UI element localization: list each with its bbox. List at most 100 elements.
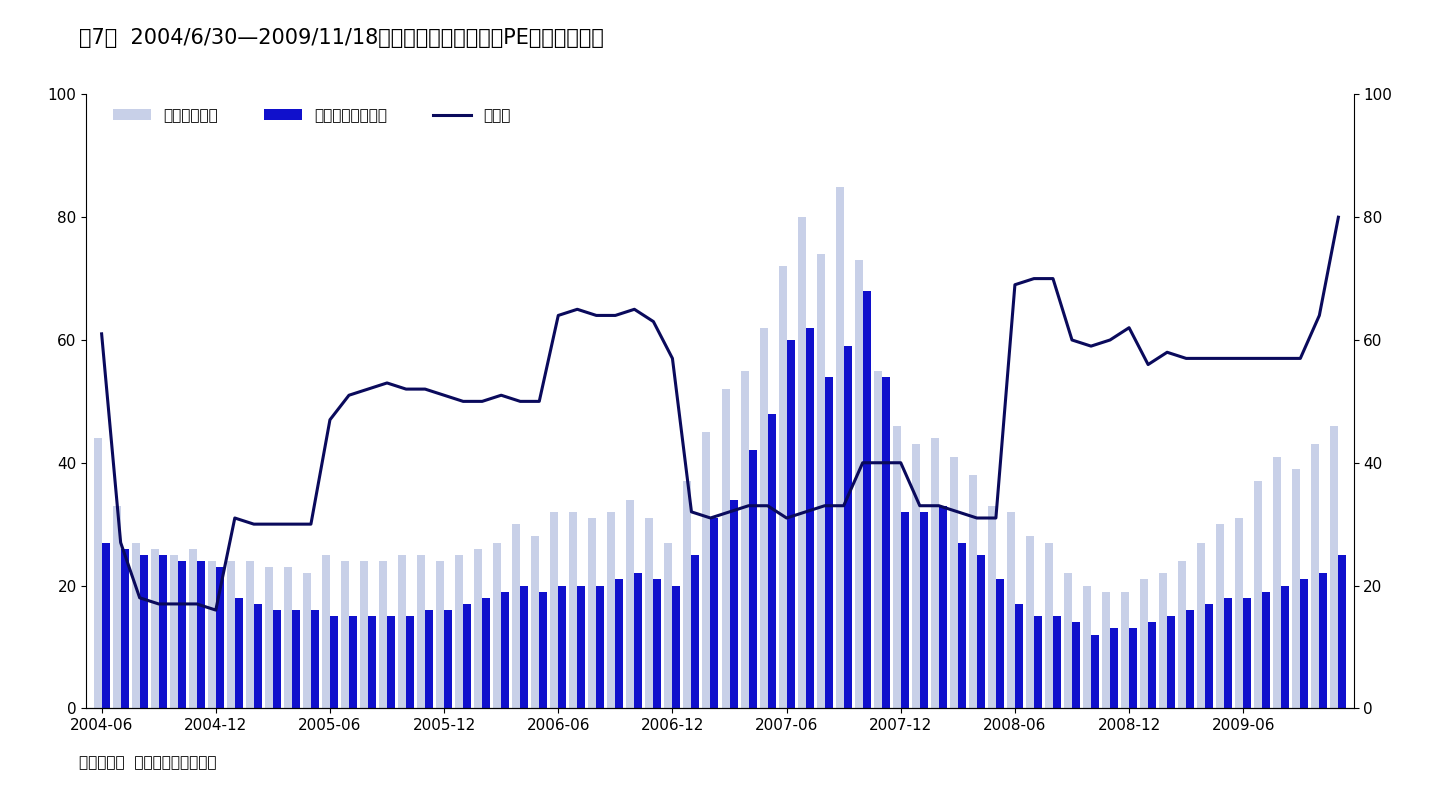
Legend: 中小板综成份, 上证综合指数成份, 溢价率: 中小板综成份, 上证综合指数成份, 溢价率 <box>107 102 517 129</box>
Bar <box>1053 616 1061 708</box>
Bar <box>216 567 223 708</box>
Bar <box>596 586 605 708</box>
Bar <box>930 438 939 708</box>
Bar <box>102 542 109 708</box>
Bar <box>112 506 121 708</box>
Bar <box>786 340 795 708</box>
Bar <box>189 549 197 708</box>
Bar <box>615 579 624 708</box>
Bar <box>348 616 357 708</box>
Bar <box>1007 512 1015 708</box>
Bar <box>464 604 471 708</box>
Bar <box>1263 592 1270 708</box>
Bar <box>1092 634 1099 708</box>
Bar <box>1122 592 1129 708</box>
Bar <box>131 542 140 708</box>
Bar <box>976 555 985 708</box>
Bar <box>855 260 863 708</box>
Bar <box>835 187 844 708</box>
Bar <box>1300 579 1309 708</box>
Bar <box>798 217 805 708</box>
Bar <box>844 346 851 708</box>
Bar <box>608 512 615 708</box>
Bar <box>1338 555 1346 708</box>
Bar <box>645 518 654 708</box>
Bar <box>492 542 501 708</box>
Bar <box>881 377 890 708</box>
Bar <box>672 586 681 708</box>
Bar <box>1331 426 1338 708</box>
Bar <box>664 542 672 708</box>
Bar <box>893 426 901 708</box>
Bar <box>920 512 927 708</box>
溢价率 <box>1083 342 1100 351</box>
溢价率 <box>207 605 225 615</box>
溢价率 <box>1254 353 1272 363</box>
Text: 资料来源：  国信证券经济研究所: 资料来源： 国信证券经济研究所 <box>79 755 216 770</box>
Bar <box>1064 573 1071 708</box>
溢价率 <box>94 329 111 338</box>
Bar <box>1292 469 1300 708</box>
Bar <box>302 573 311 708</box>
Bar <box>474 549 482 708</box>
Bar <box>397 555 406 708</box>
Bar <box>158 555 167 708</box>
Bar <box>863 291 871 708</box>
Bar <box>1140 579 1148 708</box>
Bar <box>482 598 490 708</box>
Bar <box>950 456 958 708</box>
Bar <box>710 518 719 708</box>
Bar <box>901 512 909 708</box>
Bar <box>759 327 768 708</box>
Bar <box>684 481 691 708</box>
Bar <box>418 555 425 708</box>
Bar <box>740 371 749 708</box>
Bar <box>779 266 786 708</box>
Bar <box>1178 561 1187 708</box>
Bar <box>559 586 566 708</box>
Bar <box>455 555 464 708</box>
Bar <box>284 567 292 708</box>
Bar <box>988 506 996 708</box>
Bar <box>816 254 825 708</box>
Bar <box>513 524 520 708</box>
Bar <box>531 537 539 708</box>
Bar <box>1071 623 1080 708</box>
Bar <box>1273 456 1282 708</box>
Bar <box>323 555 330 708</box>
Bar <box>170 555 177 708</box>
Bar <box>360 561 369 708</box>
Bar <box>1282 586 1289 708</box>
Bar <box>121 549 128 708</box>
Bar <box>1254 481 1263 708</box>
Bar <box>1129 629 1138 708</box>
Bar <box>235 598 243 708</box>
Bar <box>425 610 433 708</box>
Bar <box>1148 623 1156 708</box>
Bar <box>1319 573 1328 708</box>
Bar <box>874 371 881 708</box>
Bar <box>654 579 661 708</box>
Bar <box>341 561 348 708</box>
Bar <box>825 377 832 708</box>
Bar <box>958 542 966 708</box>
Bar <box>379 561 387 708</box>
Bar <box>444 610 452 708</box>
Bar <box>569 512 577 708</box>
Bar <box>939 506 948 708</box>
Bar <box>272 610 281 708</box>
Bar <box>1045 542 1053 708</box>
Bar <box>369 616 376 708</box>
Bar <box>550 512 559 708</box>
Bar <box>912 445 920 708</box>
Bar <box>1243 598 1251 708</box>
Bar <box>406 616 415 708</box>
Bar <box>501 592 510 708</box>
Bar <box>805 327 814 708</box>
Bar <box>1083 586 1092 708</box>
Bar <box>969 475 976 708</box>
Bar <box>996 579 1004 708</box>
溢价率 <box>492 390 510 400</box>
Bar <box>311 610 318 708</box>
溢价率 <box>189 599 206 608</box>
